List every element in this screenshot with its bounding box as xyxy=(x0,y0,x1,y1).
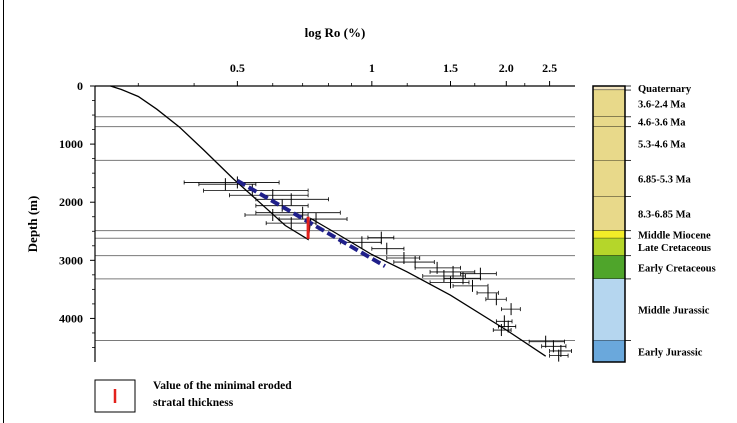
legend-text-line2: stratal thickness xyxy=(153,397,234,409)
strat-unit xyxy=(593,90,625,117)
strat-unit xyxy=(593,160,625,197)
x-tick-label: 1.5 xyxy=(443,61,458,75)
strat-unit xyxy=(593,126,625,161)
strat-unit xyxy=(593,230,625,239)
strat-label: Middle Jurassic xyxy=(638,306,710,317)
x-tick-label: 2.0 xyxy=(499,61,514,75)
y-tick-label: 1000 xyxy=(59,137,83,151)
model-curve xyxy=(110,85,547,357)
y-tick-label: 0 xyxy=(77,79,83,93)
x-tick-label: 2.5 xyxy=(542,61,557,75)
y-tick-label: 4000 xyxy=(59,311,83,325)
strat-unit xyxy=(593,255,625,279)
chart-title: log Ro (%) xyxy=(305,25,366,40)
strat-label: 5.3-4.6 Ma xyxy=(638,140,686,151)
data-layer xyxy=(110,85,572,362)
strat-label: Middle Miocene xyxy=(638,230,711,241)
strat-unit xyxy=(593,238,625,256)
figure-left-border xyxy=(3,0,4,423)
dashed-trend-line xyxy=(236,178,386,268)
strat-label: Late Cretaceous xyxy=(638,243,711,254)
legend-text-line1: Value of the minimal eroded xyxy=(153,380,292,392)
strat-label: Early Cretaceous xyxy=(638,263,716,274)
strat-unit xyxy=(593,116,625,127)
strat-unit xyxy=(593,340,625,362)
strat-unit xyxy=(593,196,625,231)
x-tick-label: 1 xyxy=(369,61,375,75)
strat-label: 3.6-2.4 Ma xyxy=(638,99,686,110)
strat-label: 8.3-6.85 Ma xyxy=(638,210,692,221)
strat-label: 4.6-3.6 Ma xyxy=(638,118,686,129)
y-axis-label: Depth (m) xyxy=(25,196,40,253)
strat-label: Early Jurassic xyxy=(638,347,703,358)
stratigraphy-column xyxy=(592,85,631,363)
legend-box xyxy=(94,379,136,413)
y-tick-label: 2000 xyxy=(59,195,83,209)
axis-layer xyxy=(90,81,575,362)
strat-unit xyxy=(593,86,625,91)
y-tick-label: 3000 xyxy=(59,253,83,267)
grid-layer xyxy=(95,116,575,342)
strat-column-frame xyxy=(592,85,626,363)
text-layer: 0.5 1 1.5 2.0 2.5 0 1000 2000 3000 4000 log Ro (%)… xyxy=(25,25,716,358)
strat-label: Quaternary xyxy=(638,84,692,95)
strat-label: 6.85-5.3 Ma xyxy=(638,174,692,185)
x-tick-label: 0.5 xyxy=(230,61,245,75)
strat-unit xyxy=(593,278,625,341)
